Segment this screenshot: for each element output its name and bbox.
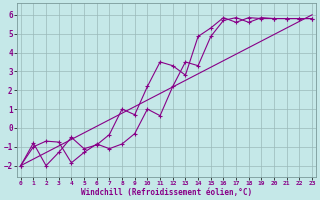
X-axis label: Windchill (Refroidissement éolien,°C): Windchill (Refroidissement éolien,°C) — [81, 188, 252, 197]
